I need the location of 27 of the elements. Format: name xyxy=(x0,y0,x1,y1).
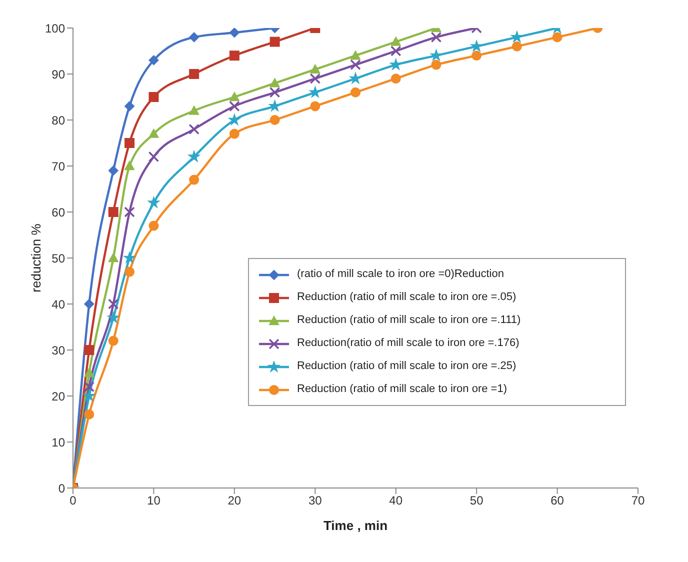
legend-label: Reduction (ratio of mill scale to iron ore =.111) xyxy=(297,313,521,328)
y-tick-label: 50 xyxy=(52,251,66,266)
legend-label: Reduction (ratio of mill scale to iron ore =1) xyxy=(297,382,508,397)
x-tick-label: 60 xyxy=(550,494,564,508)
y-tick-label: 90 xyxy=(52,67,66,82)
x-tick-label: 10 xyxy=(147,494,161,508)
y-tick-label: 60 xyxy=(52,205,66,220)
y-tick-label: 30 xyxy=(52,343,66,358)
y-tick-label: 80 xyxy=(52,113,66,128)
y-tick-label: 40 xyxy=(52,297,66,312)
legend-label: (ratio of mill scale to iron ore =0)Reduction xyxy=(297,267,504,282)
legend-label: Reduction(ratio of mill scale to iron ore =.176) xyxy=(297,336,520,351)
y-tick-label: 100 xyxy=(44,21,66,36)
y-axis-title: reduction % xyxy=(28,223,44,292)
x-tick-label: 0 xyxy=(70,494,77,508)
y-tick-label: 10 xyxy=(52,435,66,450)
y-tick-label: 70 xyxy=(52,159,66,174)
x-axis-title: Time , min xyxy=(323,518,388,533)
legend-label: Reduction (ratio of mill scale to iron ore =.25) xyxy=(297,359,516,374)
legend-label: Reduction (ratio of mill scale to iron ore =.05) xyxy=(297,290,516,305)
x-tick-label: 40 xyxy=(389,494,403,508)
y-tick-label: 0 xyxy=(58,481,66,496)
x-tick-label: 50 xyxy=(470,494,484,508)
y-tick-label: 20 xyxy=(52,389,66,404)
x-tick-label: 20 xyxy=(228,494,242,508)
x-tick-label: 70 xyxy=(631,494,645,508)
x-tick-label: 30 xyxy=(308,494,322,508)
